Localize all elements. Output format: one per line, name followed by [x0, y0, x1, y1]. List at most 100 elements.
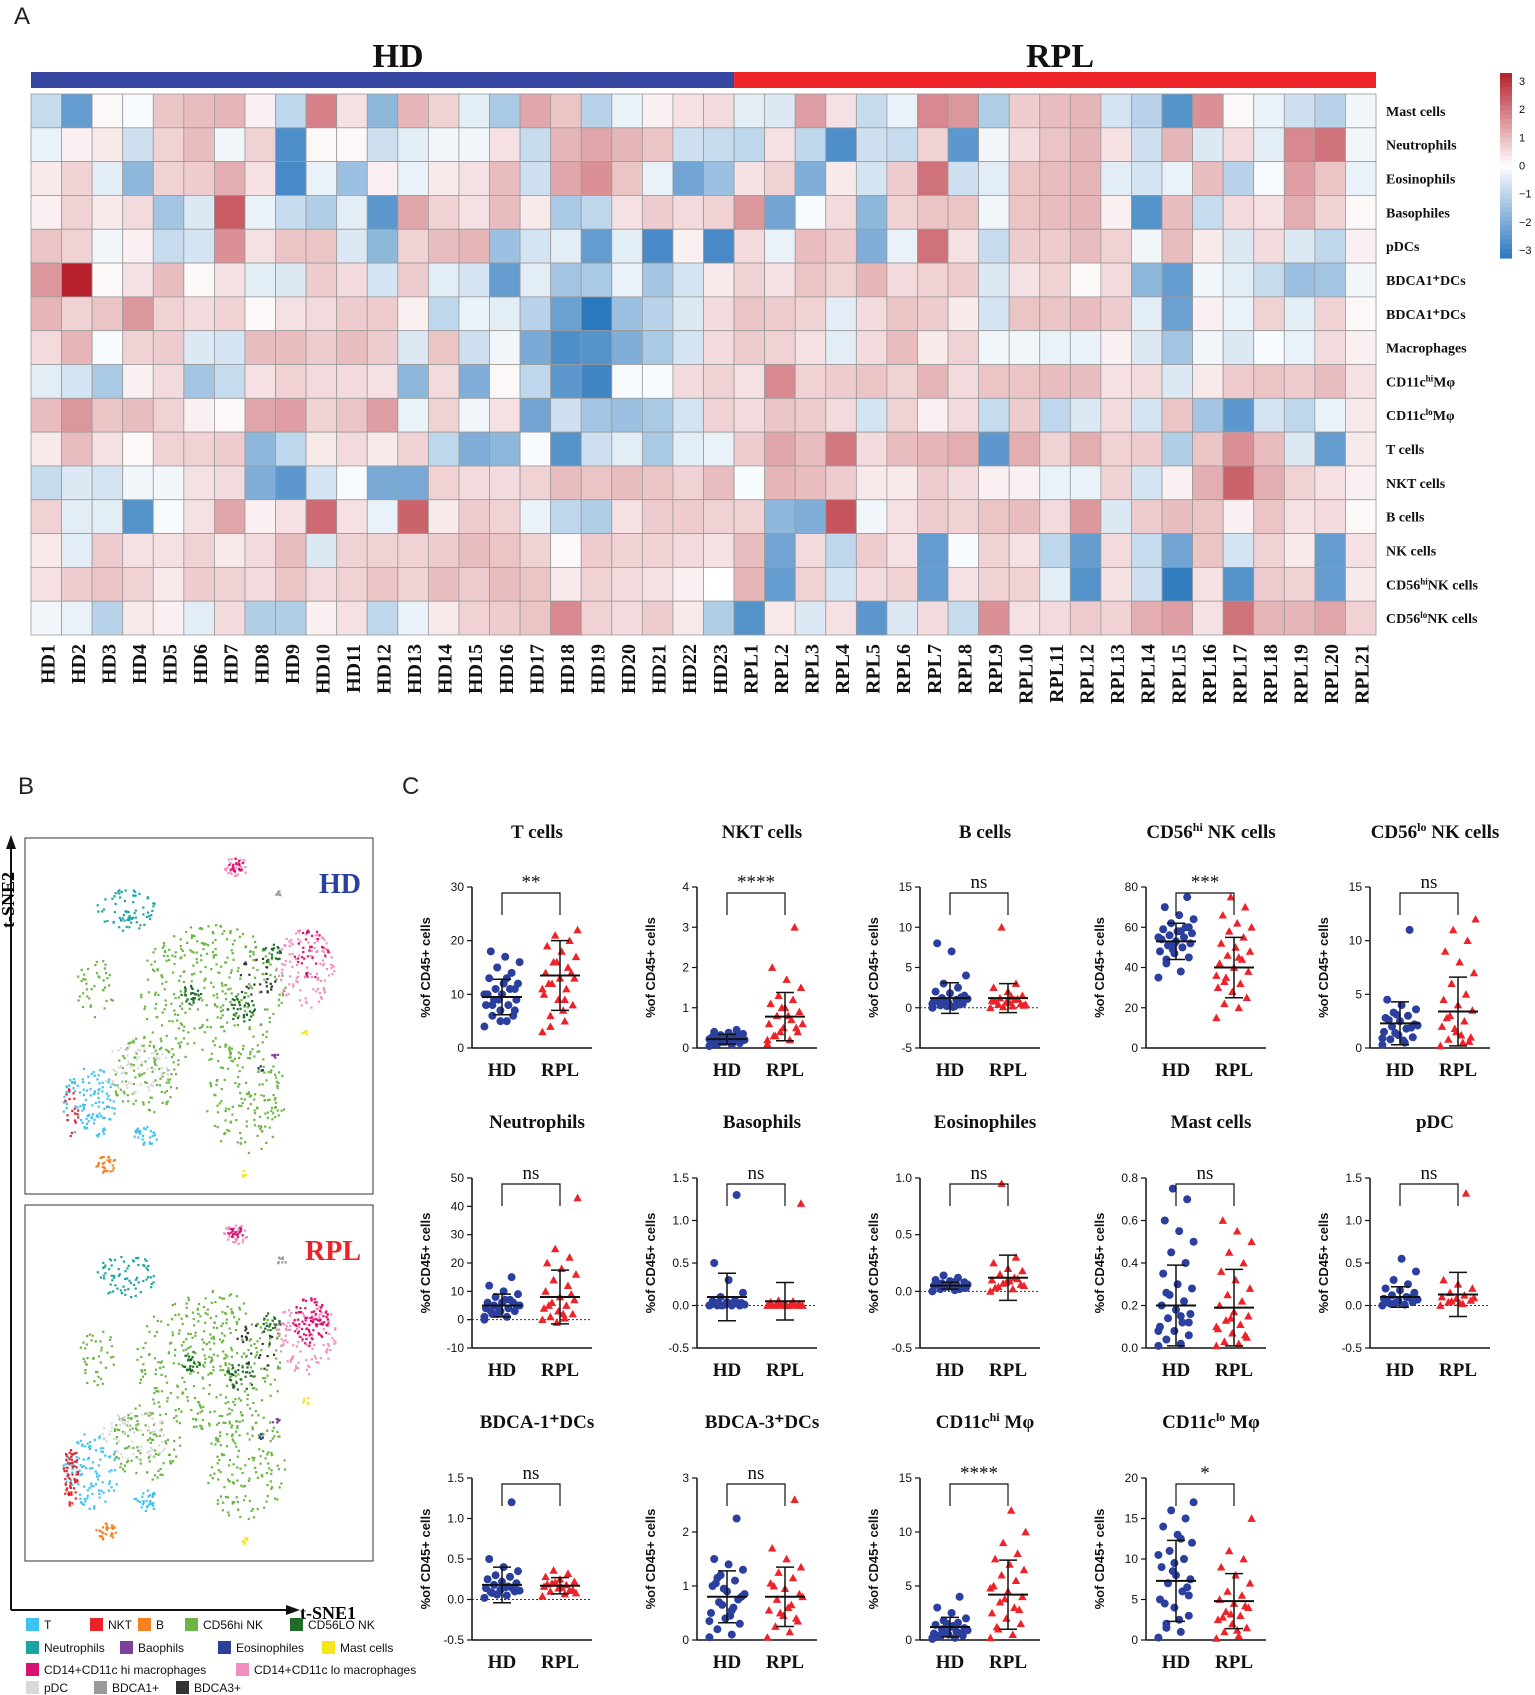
- heatmap-cell: [917, 93, 949, 129]
- dotplot-point-hd: [1160, 1216, 1169, 1225]
- tsne-point-cd11c-lo-mac: [331, 973, 334, 976]
- tsne-point-cd11c-hi-mac: [238, 862, 241, 865]
- tsne-point-cd56hi-nk: [265, 1500, 268, 1503]
- tsne-point-mast: [246, 1538, 249, 1541]
- dotplot-point-rpl: [1436, 1301, 1445, 1309]
- tsne-point-b: [102, 1166, 105, 1169]
- tsne-point-cd56hi-nk: [273, 1322, 276, 1325]
- dotplot-point-rpl: [782, 1554, 791, 1563]
- tsne-point-t: [98, 1436, 101, 1440]
- tsne-point-t: [76, 1106, 79, 1109]
- tsne-point-cd56hi-nk: [252, 1035, 255, 1038]
- heatmap-row-label: CD56loNK cells: [1386, 610, 1478, 627]
- tsne-point-cd56lo-nk: [192, 999, 195, 1002]
- tsne-point-cd56hi-nk: [149, 1040, 152, 1043]
- dotplot-point-rpl: [991, 997, 1000, 1005]
- tsne-point-pdc: [138, 1056, 141, 1059]
- dotplot-point-rpl: [1221, 1316, 1231, 1324]
- tsne-point-cd56hi-nk: [114, 1090, 117, 1093]
- heatmap-cell: [305, 566, 338, 602]
- tsne-point-nkt: [64, 1492, 67, 1495]
- tsne-point-cd56lo-nk: [196, 989, 200, 992]
- heatmap-cell: [855, 600, 888, 636]
- dotplot-group-label-rpl: RPL: [1439, 1360, 1477, 1381]
- tsne-point-pdc: [128, 1062, 131, 1065]
- tsne-point-pdc: [160, 1430, 163, 1433]
- tsne-point-cd56hi-nk: [143, 1072, 146, 1075]
- tsne-point-cd11c-lo-mac: [278, 1334, 281, 1337]
- tsne-point-t: [83, 1103, 86, 1107]
- tsne-point-cd56hi-nk: [235, 1496, 238, 1499]
- tsne-point-cd56hi-nk: [115, 1092, 118, 1095]
- tsne-point-cd56hi-nk: [231, 1113, 234, 1116]
- heatmap-cell: [1222, 296, 1255, 332]
- tsne-point-neutrophils: [145, 915, 149, 918]
- dotplot-point-rpl: [774, 1568, 783, 1576]
- heatmap-cell: [122, 600, 154, 636]
- color-scale-step: [1500, 221, 1512, 227]
- tsne-point-pdc: [148, 1449, 151, 1452]
- heatmap-cell: [917, 499, 949, 534]
- tsne-point-cd56lo-nk: [273, 1316, 276, 1319]
- tsne-point-cd56hi-nk: [251, 1387, 254, 1390]
- dotplot-point-rpl: [1455, 957, 1464, 966]
- heatmap-cell: [1222, 364, 1255, 399]
- tsne-point-cd11c-lo-mac: [283, 943, 286, 947]
- tsne-point-cd11c-hi-mac: [314, 1318, 318, 1321]
- tsne-point-cd11c-lo-mac: [332, 1339, 336, 1342]
- tsne-point-pdc: [116, 1071, 119, 1074]
- dotplot-point-rpl: [1019, 1565, 1029, 1574]
- tsne-point-cd11c-lo-mac: [297, 971, 300, 974]
- heatmap-cell: [91, 161, 124, 196]
- tsne-point-cd56hi-nk: [250, 1509, 253, 1512]
- tsne-point-pdc: [101, 1433, 104, 1436]
- heatmap-row-label: Eosinophils: [1386, 173, 1456, 188]
- dotplot-y-label: %of CD45+ cells: [1092, 1509, 1107, 1610]
- tsne-point-pdc: [119, 1047, 122, 1050]
- tsne-point-cd56hi-nk: [174, 1302, 177, 1305]
- dotplot-point-rpl: [788, 1573, 798, 1582]
- heatmap-cell: [244, 600, 276, 636]
- tsne-point-bdca3: [236, 1337, 239, 1340]
- tsne-point-cd56hi-nk: [123, 1419, 126, 1422]
- heatmap-cell: [1069, 228, 1102, 264]
- tsne-point-cd56lo-nk: [232, 1007, 235, 1010]
- tsne-point-cd11c-lo-mac: [233, 874, 237, 877]
- tsne-point-cd56hi-nk: [227, 1478, 230, 1481]
- dotplot-point-rpl: [1442, 1013, 1451, 1022]
- heatmap-cell: [947, 161, 980, 196]
- tsne-point-cd56hi-nk: [215, 1083, 218, 1086]
- dotplot-point-rpl: [764, 1606, 774, 1614]
- tsne-point-cd56hi-nk: [219, 1006, 222, 1009]
- dotplot-group-label-rpl: RPL: [1439, 1060, 1477, 1081]
- heatmap-cell: [1283, 397, 1316, 433]
- tsne-point-cd56hi-nk: [244, 1484, 247, 1487]
- heatmap-cell: [917, 195, 949, 230]
- tsne-point-mast: [242, 1170, 245, 1173]
- tsne-point-cd56hi-nk: [203, 1354, 206, 1357]
- tsne-point-cd56hi-nk: [191, 934, 194, 937]
- tsne-point-cd56hi-nk: [240, 1097, 243, 1100]
- tsne-point-nkt: [73, 1112, 77, 1115]
- tsne-point-pdc: [120, 1453, 123, 1456]
- dotplot-point-rpl: [560, 1016, 569, 1025]
- dotplot-point-hd: [933, 939, 942, 948]
- tsne-point-nkt: [65, 1470, 68, 1473]
- dotplot-point-hd: [1189, 915, 1198, 924]
- dotplot-point-rpl: [1225, 927, 1234, 935]
- heatmap-cell: [458, 499, 490, 534]
- tsne-point-cd56hi-nk: [171, 1020, 174, 1023]
- tsne-point-cd56hi-nk: [174, 951, 177, 954]
- tsne-point-cd56hi-nk: [208, 1384, 211, 1387]
- tsne-point-t: [71, 1483, 74, 1486]
- heatmap-cell: [641, 600, 674, 636]
- tsne-point-cd56hi-nk: [197, 1312, 200, 1315]
- tsne-point-cd56hi-nk: [132, 1041, 135, 1044]
- tsne-point-cd56hi-nk: [213, 1003, 216, 1006]
- tsne-point-cd56hi-nk: [90, 988, 93, 991]
- tsne-point-cd56lo-nk: [183, 986, 187, 989]
- heatmap-cell: [1192, 533, 1224, 568]
- dotplot-group-label-hd: HD: [1386, 1360, 1415, 1381]
- color-scale-step: [1500, 174, 1512, 180]
- heatmap-cell: [550, 533, 582, 568]
